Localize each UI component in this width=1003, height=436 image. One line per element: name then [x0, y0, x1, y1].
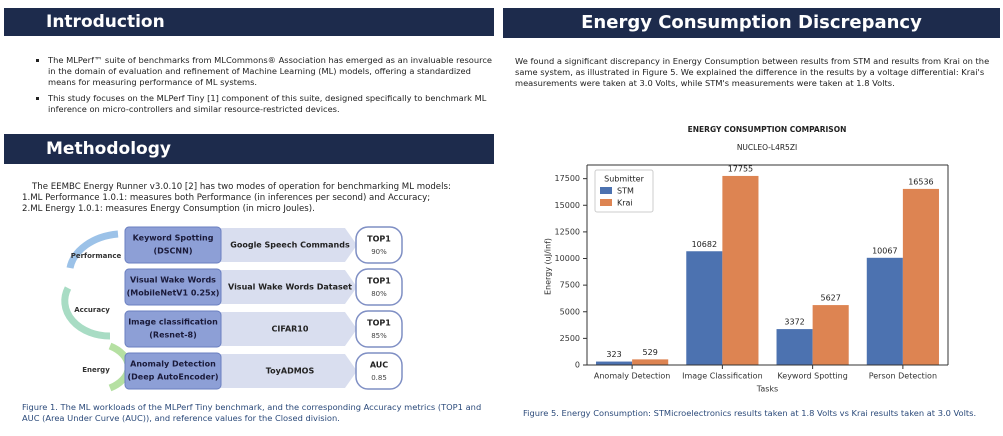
model-name: Anomaly Detection	[130, 360, 216, 369]
data-label: 16536	[908, 177, 933, 186]
data-label: 3372	[784, 318, 804, 327]
legend-label: Krai	[617, 199, 633, 208]
model-detail: (Resnet-8)	[149, 331, 197, 340]
legend-title: Submitter	[604, 175, 644, 184]
metric-box	[355, 226, 403, 264]
cycle-label: Accuracy	[74, 306, 110, 314]
dataset-arrow	[215, 312, 357, 346]
model-box	[124, 352, 222, 390]
metric-box	[355, 352, 403, 390]
y-axis-label: Energy (uJ/inf)	[544, 238, 553, 295]
bullet: The MLPerf™ suite of benchmarks from MLC…	[48, 55, 496, 88]
data-label: 5627	[820, 294, 840, 303]
y-tick-label: 2500	[560, 334, 580, 343]
y-tick-label: 10000	[555, 254, 580, 263]
model-box	[124, 226, 222, 264]
metric-value: 0.85	[371, 374, 387, 382]
model-box	[124, 268, 222, 306]
bar	[632, 359, 669, 365]
cycle-arrow	[61, 286, 111, 340]
model-name: Visual Wake Words	[130, 276, 216, 285]
dataset-name: Google Speech Commands	[230, 241, 350, 250]
legend-label: STM	[617, 187, 634, 196]
data-label: 10682	[692, 240, 717, 249]
metric-name: TOP1	[367, 235, 391, 244]
header-title: Energy Consumption Discrepancy	[581, 12, 922, 33]
dataset-arrow	[215, 354, 357, 388]
x-tick-label: Person Detection	[869, 372, 937, 381]
text-line: 2.ML Energy 1.0.1: measures Energy Consu…	[22, 204, 315, 214]
data-label: 10067	[872, 246, 897, 255]
section-header: Introduction	[4, 8, 494, 36]
metric-name: TOP1	[367, 277, 391, 286]
dataset-name: ToyADMOS	[266, 367, 315, 376]
metric-name: TOP1	[367, 319, 391, 328]
data-label: 323	[606, 350, 621, 359]
section-header: Energy Consumption Discrepancy	[503, 8, 1000, 38]
bar	[812, 305, 849, 365]
method-text: The EEMBC Energy Runner v3.0.10 [2] has …	[22, 182, 492, 215]
figure-caption: Figure 1. The ML workloads of the MLPerf…	[22, 402, 482, 423]
data-label: 529	[643, 348, 658, 357]
x-tick-label: Keyword Spotting	[777, 372, 847, 381]
metric-value: 85%	[371, 332, 387, 340]
data-label: 17755	[728, 164, 753, 173]
metric-box	[355, 310, 403, 348]
model-box	[124, 310, 222, 348]
y-tick-label: 7500	[560, 281, 580, 290]
workload-diagram: Performance Accuracy Energy Keyword Spottin…	[61, 226, 403, 392]
metric-value: 90%	[371, 248, 387, 256]
model-detail: (Deep AutoEncoder)	[127, 373, 218, 382]
legend-swatch	[600, 187, 612, 194]
cycle-label: Energy	[82, 366, 110, 374]
cycle-label: Performance	[71, 252, 122, 260]
intro-text: The MLPerf™ suite of benchmarks from MLC…	[34, 55, 496, 120]
dataset-name: CIFAR10	[272, 325, 309, 334]
figure-caption: Figure 5. Energy Consumption: STMicroele…	[523, 408, 977, 418]
y-tick-label: 5000	[560, 307, 580, 316]
y-tick-label: 0	[575, 361, 580, 370]
x-tick-label: Image Classification	[682, 372, 763, 381]
chart-subtitle: NUCLEO-L4R5ZI	[737, 143, 797, 152]
legend-swatch	[600, 199, 612, 206]
text-line: 1.ML Performance 1.0.1: measures both Pe…	[22, 193, 431, 203]
header-title: Methodology	[46, 139, 171, 159]
x-tick-label: Anomaly Detection	[594, 372, 671, 381]
header-title: Introduction	[46, 12, 165, 32]
bar	[776, 329, 813, 365]
section-header: Methodology	[4, 134, 494, 164]
model-detail: (MobileNetV1 0.25x)	[127, 289, 220, 298]
metric-value: 80%	[371, 290, 387, 298]
chart-title: ENERGY CONSUMPTION COMPARISON	[688, 125, 847, 134]
bullet: This study focuses on the MLPerf Tiny [1…	[48, 93, 496, 115]
bar	[722, 175, 759, 365]
y-tick-label: 15000	[555, 201, 580, 210]
chart: ENERGY CONSUMPTION COMPARISON NUCLEO-L4R5…	[544, 125, 949, 394]
model-name: Image classification	[128, 318, 218, 327]
y-tick-label: 12500	[555, 227, 580, 236]
dataset-arrow	[215, 270, 357, 304]
y-tick-label: 17500	[555, 174, 580, 183]
cycle-arrow	[66, 230, 119, 269]
bar	[902, 188, 939, 365]
energy-text: We found a significant discrepancy in En…	[515, 56, 990, 88]
text-line: The EEMBC Energy Runner v3.0.10 [2] has …	[32, 182, 451, 192]
model-name: Keyword Spotting	[133, 234, 214, 243]
bar	[686, 251, 723, 365]
dataset-name: Visual Wake Words Dataset	[228, 283, 352, 292]
model-detail: (DSCNN)	[154, 247, 193, 256]
metric-name: AUC	[370, 361, 388, 370]
metric-box	[355, 268, 403, 306]
dataset-arrow	[215, 228, 357, 262]
bar	[866, 257, 903, 365]
x-axis-label: Tasks	[756, 385, 778, 394]
bar	[596, 361, 633, 365]
